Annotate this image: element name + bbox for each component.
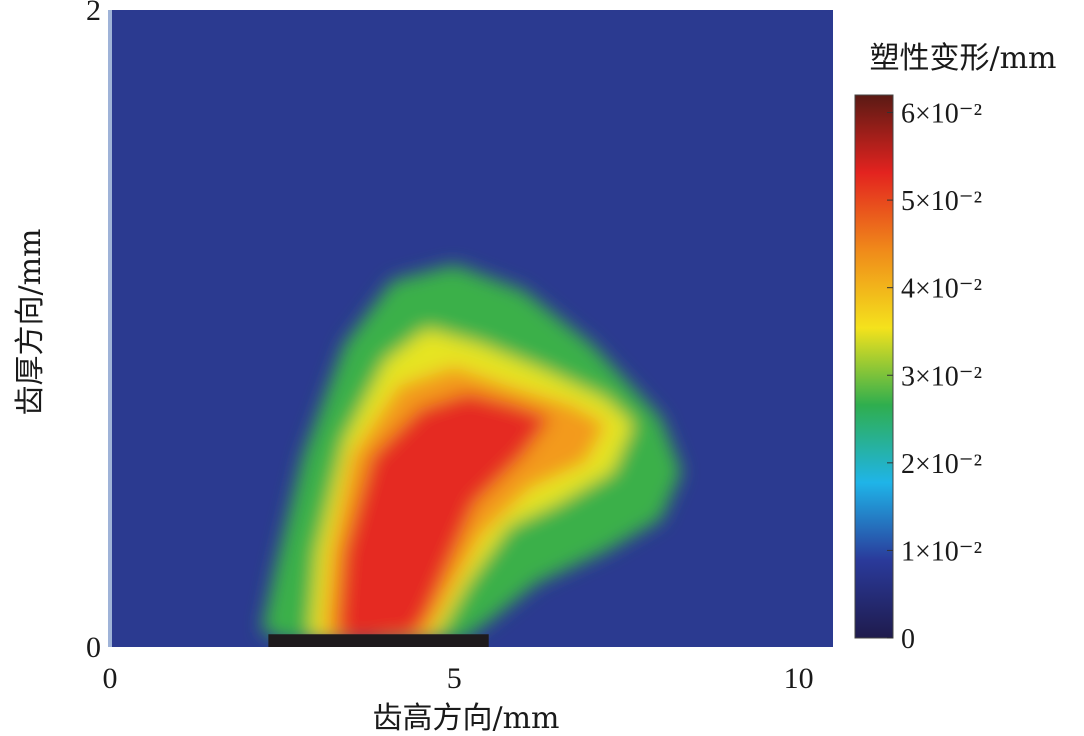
y-axis-label: 齿厚方向/mm (13, 228, 48, 415)
contour-band-4 (337, 392, 551, 641)
colorbar-tick-label: 3×10⁻² (901, 361, 982, 392)
y-tick-label: 2 (86, 0, 101, 27)
colorbar-tick-label: 4×10⁻² (901, 274, 982, 305)
colorbar-tick-label: 2×10⁻² (901, 449, 982, 480)
colorbar-tick-label: 6×10⁻² (901, 99, 982, 130)
x-tick-label: 5 (447, 662, 462, 695)
colorbar-tick-label: 5×10⁻² (901, 186, 982, 217)
x-tick-label: 0 (103, 662, 118, 695)
base-strip (268, 634, 489, 647)
colorbar-tick-label: 1×10⁻² (901, 536, 982, 567)
colorbar (854, 94, 894, 639)
y-tick-label: 0 (86, 631, 101, 664)
plastic-deformation-field (261, 264, 682, 647)
colorbar-tick-label: 0 (901, 624, 915, 655)
x-axis-label: 齿高方向/mm (372, 701, 559, 736)
x-tick-label: 10 (784, 662, 814, 695)
colorbar-title: 塑性变形/mm (869, 41, 1056, 76)
